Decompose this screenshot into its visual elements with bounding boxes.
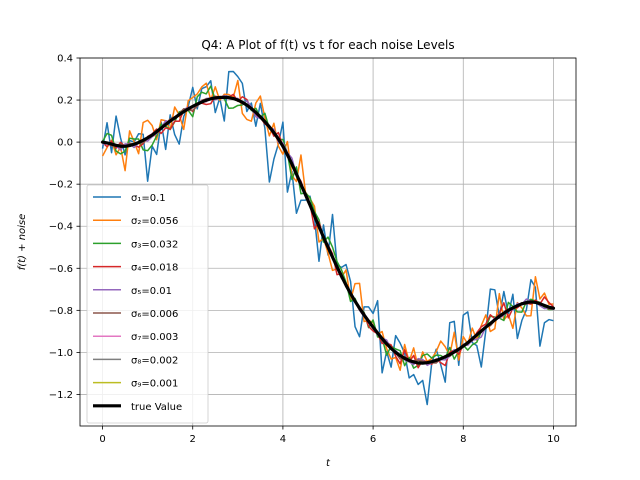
legend-label: σ₅=0.01 bbox=[131, 286, 172, 297]
ticks: 0 2 4 6 8 10 0.4 0.2 0.0 −0.2 −0.4 −0.6 −0.8 −1.0 −1.2 bbox=[49, 54, 560, 446]
legend-label: σ₄=0.018 bbox=[131, 263, 178, 274]
x-tick-label: 2 bbox=[190, 434, 196, 445]
legend-label: σ₇=0.003 bbox=[131, 332, 178, 343]
legend-label: σ₉=0.001 bbox=[131, 379, 178, 390]
y-axis-label: f(t) + noise bbox=[17, 214, 28, 271]
y-tick-label: −0.6 bbox=[49, 264, 73, 275]
x-tick-label: 8 bbox=[460, 434, 466, 445]
legend-box bbox=[86, 184, 209, 424]
y-tick-label: −1.2 bbox=[49, 390, 73, 401]
legend-label: σ₈=0.002 bbox=[131, 355, 178, 366]
legend: σ₁=0.1 σ₂=0.056 σ₃=0.032 σ₄=0.018 σ₅=0.01 σ₆=… bbox=[86, 184, 209, 424]
x-tick-label: 4 bbox=[280, 434, 286, 445]
legend-label: σ₂=0.056 bbox=[131, 216, 178, 227]
x-tick-label: 10 bbox=[547, 434, 560, 445]
y-tick-label: 0.4 bbox=[57, 54, 73, 65]
y-tick-label: −0.4 bbox=[49, 222, 73, 233]
y-tick-label: −0.2 bbox=[49, 180, 73, 191]
y-tick-label: 0.0 bbox=[57, 138, 73, 149]
chart-title: Q4: A Plot of f(t) vs t for each noise L… bbox=[201, 38, 454, 52]
grid bbox=[80, 57, 576, 426]
y-tick-label: −1.0 bbox=[49, 348, 73, 359]
legend-label: true Value bbox=[131, 402, 182, 413]
x-axis-label: t bbox=[326, 458, 331, 469]
x-tick-label: 0 bbox=[99, 434, 105, 445]
y-tick-label: 0.2 bbox=[57, 96, 73, 107]
axes bbox=[79, 57, 577, 427]
legend-label: σ₃=0.032 bbox=[131, 239, 178, 250]
legend-label: σ₆=0.006 bbox=[131, 309, 178, 320]
y-tick-label: −0.8 bbox=[49, 306, 73, 317]
x-tick-label: 6 bbox=[370, 434, 376, 445]
legend-label: σ₁=0.1 bbox=[131, 193, 166, 204]
plot-frame bbox=[79, 57, 577, 427]
series-lines bbox=[100, 70, 556, 406]
true-value-line bbox=[100, 95, 556, 365]
